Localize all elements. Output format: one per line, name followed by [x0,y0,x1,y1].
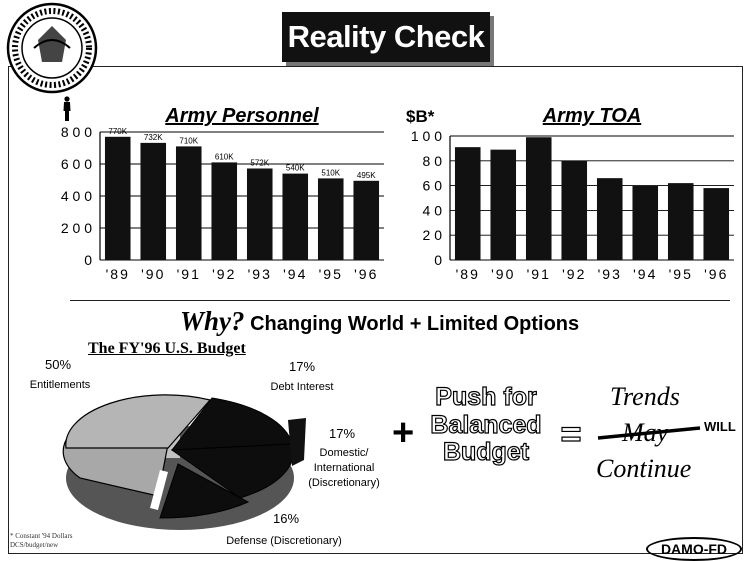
x-tick-label: '96 [354,266,378,282]
pie-label-defense: Defense (Discretionary) [226,535,342,547]
x-tick-label: '94 [633,266,657,282]
bar [561,160,588,260]
will-text: WILL [704,419,736,434]
x-tick-label: '95 [669,266,693,282]
bar [703,188,730,260]
army-toa-chart: Army TOA $B* 0 2 0 4 0 6 0 8 0 1 0 0 '89 '90 '91 '9… [406,105,734,282]
data-label: 732K [144,133,163,142]
x-tick-label: '95 [319,266,343,282]
data-label: 572K [250,158,269,167]
pie-label-entitlements: Entitlements [29,379,91,391]
y-tick-label: 0 [84,252,92,268]
pie-label-domestic-pct: 17% [328,426,356,441]
pie-label-defense-pct: 16% [272,511,300,526]
soldier-icon [63,96,71,121]
y-tick-label: 8 0 [423,153,443,169]
x-tick-label: '92 [562,266,586,282]
bar [353,180,380,260]
bar [454,147,481,260]
x-tick-label: '91 [527,266,551,282]
bar [596,178,623,260]
why-headline: Why? Changing World + Limited Options [180,306,579,337]
pie-label-domestic-line-1: Domestic/ [319,447,369,459]
bar [104,136,131,260]
push-balanced-budget-text: Push for Balanced Budget [424,383,548,467]
y-tick-label: 4 0 [423,202,443,218]
footnote-constant-dollars: * Constant '94 Dollars [10,532,73,540]
x-tick-label: '92 [212,266,236,282]
plus-sign: + [392,412,415,454]
y-axis-label: $B* [406,107,435,126]
pie-label-debt-pct: 17% [288,359,316,374]
push-line-1: Push for [435,383,538,411]
x-tick-label: '89 [456,266,480,282]
data-label: 540K [286,164,305,173]
footnote: * Constant '94 Dollars DCS/budget/new [10,532,73,550]
why-word: Why? [180,306,245,336]
slide-title: Reality Check [282,12,490,62]
bar [246,168,273,260]
pie-slice-defense [159,463,250,519]
data-label: 495K [357,171,376,180]
trends-text: Trends [610,382,680,411]
bar [317,178,344,260]
x-tick-label: '91 [177,266,201,282]
budget-pie-title: The FY'96 U.S. Budget [88,340,246,357]
y-tick-label: 2 0 0 [61,220,92,236]
strikethrough-line [597,426,701,440]
budget-pie-chart [62,394,306,530]
bar [140,142,167,260]
pie-label-domestic-line-3: (Discretionary) [308,476,380,489]
data-label: 510K [321,168,340,177]
x-tick-label: '96 [704,266,728,282]
push-line-2: Balanced [430,410,542,439]
x-tick-label: '89 [106,266,130,282]
pie-label-domestic-line-2: International [313,461,375,474]
equals-sign: = [560,413,582,454]
continue-text: Continue [596,454,692,483]
x-tick-label: '90 [141,266,165,282]
y-tick-label: 6 0 0 [61,156,92,172]
footnote-file: DCS/budget/new [10,541,59,550]
data-label: 610K [215,152,234,161]
army-personnel-chart: Army Personnel 0 2 0 0 4 0 0 6 0 0 8 0 0 770K '… [61,105,384,282]
why-subtitle: Changing World + Limited Options [250,313,580,335]
bar [667,183,694,260]
pie-label-domestic: Domestic/ International (Discretionary) [294,446,394,491]
bar [282,173,309,260]
bar [490,149,517,260]
bar [632,185,659,260]
y-tick-label: 2 0 [423,227,443,243]
y-tick-label: 1 0 0 [411,128,442,144]
y-tick-label: 6 0 [423,178,443,194]
bar [525,137,552,260]
pie-slice-entitlements-face [65,394,212,449]
bar [211,162,238,260]
slide-frame [8,66,743,554]
damo-fd-badge: DAMO-FD [646,537,742,561]
data-label: 710K [179,136,198,145]
pie-label-entitlements-pct: 50% [44,357,72,372]
pie-label-debt: Debt Interest [270,381,334,393]
chart-title: Army Personnel [164,105,319,127]
chart-title: Army TOA [542,105,642,127]
x-tick-label: '94 [283,266,307,282]
x-tick-label: '90 [491,266,515,282]
section-divider [70,300,730,301]
bar [175,146,202,260]
y-tick-label: 0 [434,252,442,268]
x-tick-label: '93 [598,266,622,282]
y-tick-label: 4 0 0 [61,188,92,204]
x-tick-label: '93 [248,266,272,282]
data-label: 770K [108,127,127,136]
y-tick-label: 8 0 0 [61,124,92,140]
army-seal-logo [6,2,98,94]
push-line-3: Budget [442,438,530,466]
